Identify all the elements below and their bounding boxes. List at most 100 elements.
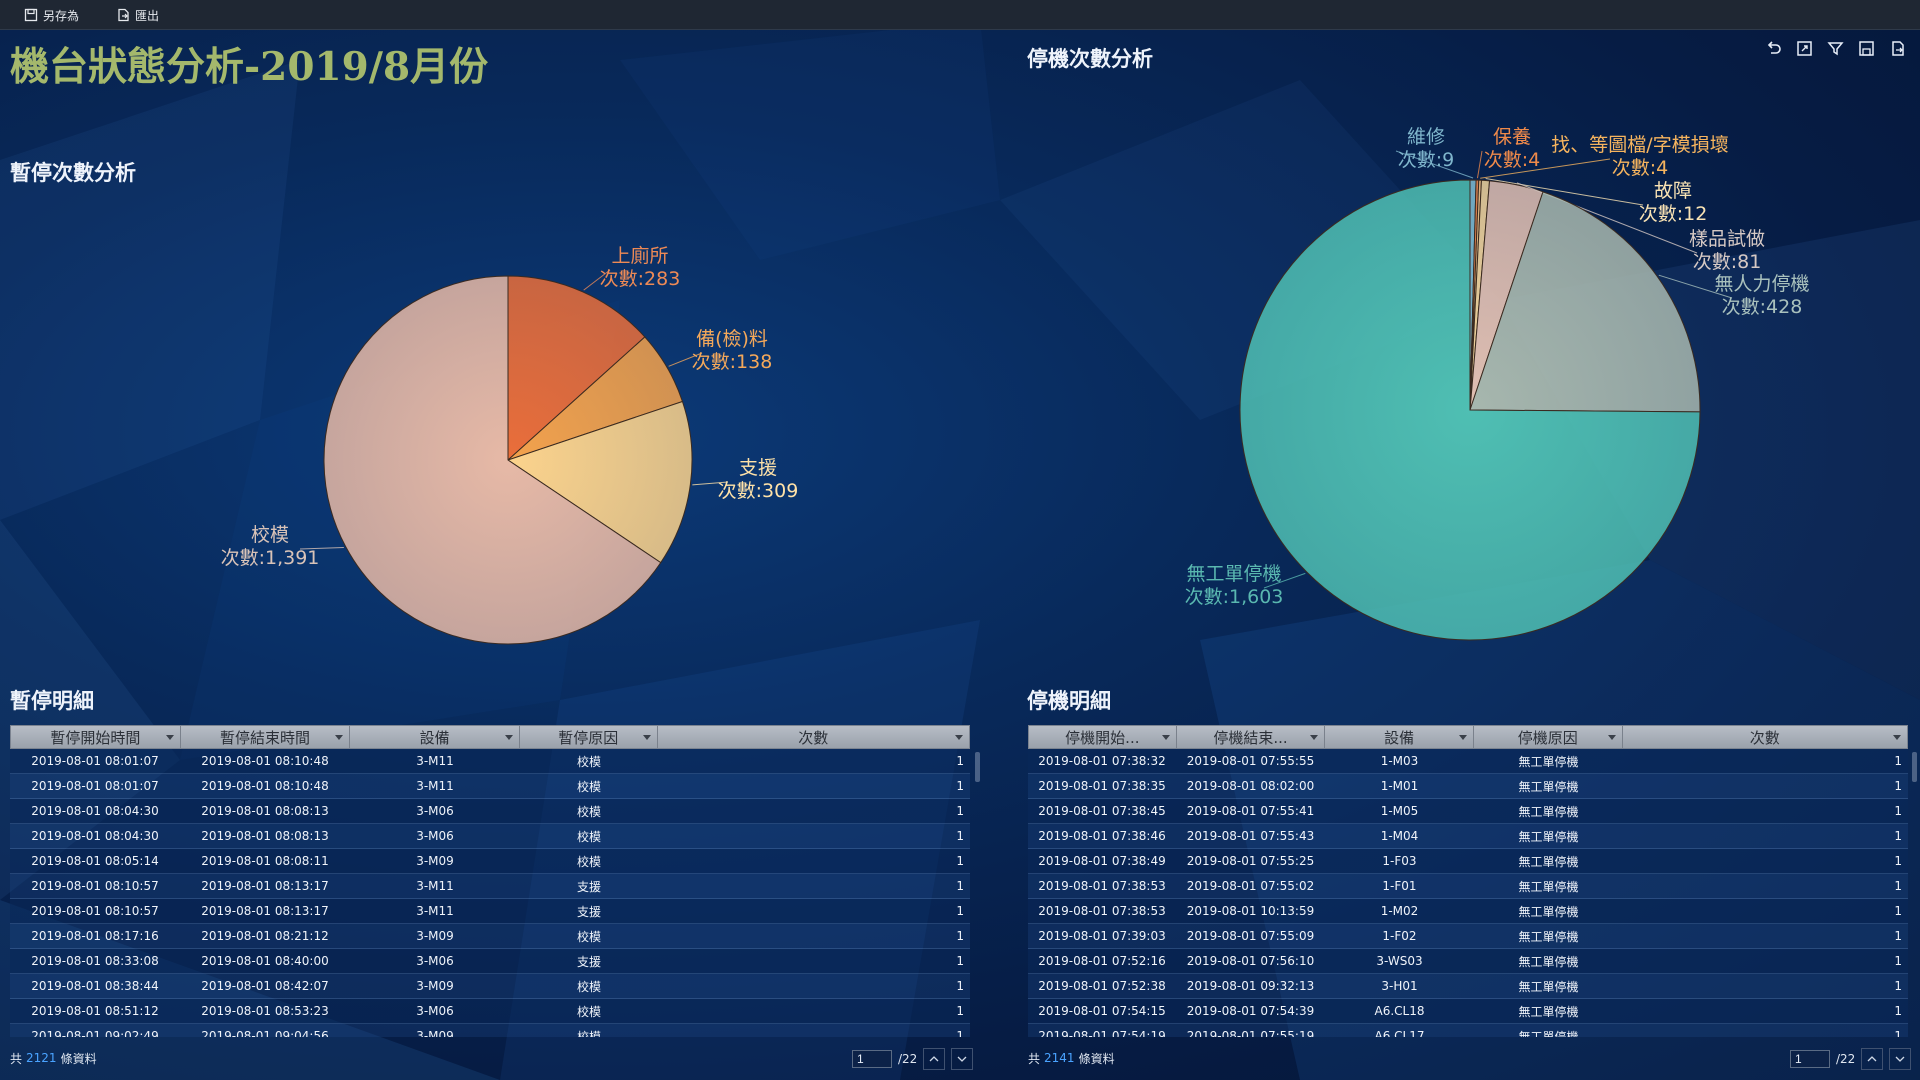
sort-dropdown-icon[interactable] xyxy=(165,735,174,740)
table-row[interactable]: 2019-08-01 07:38:46 2019-08-01 07:55:43 1-… xyxy=(1028,824,1908,849)
table-cell: 2019-08-01 07:55:43 xyxy=(1186,829,1315,843)
table-row[interactable]: 2019-08-01 08:01:07 2019-08-01 08:10:48 3-… xyxy=(10,749,970,774)
pie-value-label: 次數:1,391 xyxy=(221,547,320,569)
table-row[interactable]: 2019-08-01 07:54:19 2019-08-01 07:55:19 A6… xyxy=(1028,1024,1908,1037)
table-row[interactable]: 2019-08-01 08:05:14 2019-08-01 08:08:11 3-… xyxy=(10,849,970,874)
sort-dropdown-icon[interactable] xyxy=(504,735,513,740)
table-cell: 2019-08-01 08:01:07 xyxy=(31,779,159,793)
table-row[interactable]: 2019-08-01 07:39:03 2019-08-01 07:55:09 1-… xyxy=(1028,924,1908,949)
save-as-button[interactable]: 另存為 xyxy=(24,5,79,25)
column-header[interactable]: 次數 xyxy=(1623,726,1907,748)
table-header: 暫停開始時間 暫停結束時間 設備 暫停原因 次數 xyxy=(10,725,970,749)
pie-slice[interactable] xyxy=(1469,191,1701,413)
table-row[interactable]: 2019-08-01 08:33:08 2019-08-01 08:40:00 3-… xyxy=(10,949,970,974)
table-row[interactable]: 2019-08-01 08:01:07 2019-08-01 08:10:48 3-… xyxy=(10,774,970,799)
pie-slice[interactable] xyxy=(1239,179,1701,641)
table-cell: 1 xyxy=(1894,804,1902,818)
table-cell: 1 xyxy=(1894,879,1902,893)
export-icon[interactable] xyxy=(1889,40,1906,57)
table-row[interactable]: 2019-08-01 07:38:45 2019-08-01 07:55:41 1-… xyxy=(1028,799,1908,824)
sort-dropdown-icon[interactable] xyxy=(1458,735,1467,740)
column-header[interactable]: 停機開始... xyxy=(1029,726,1177,748)
sort-dropdown-icon[interactable] xyxy=(1310,735,1319,740)
stop-table-scrollbar[interactable] xyxy=(1912,752,1917,782)
table-row[interactable]: 2019-08-01 09:02:49 2019-08-01 09:04:56 3-… xyxy=(10,1024,970,1037)
pie-label: 上廁所 xyxy=(611,244,668,267)
column-header[interactable]: 次數 xyxy=(658,726,969,748)
sort-dropdown-icon[interactable] xyxy=(642,735,651,740)
column-header[interactable]: 停機結束... xyxy=(1177,726,1326,748)
table-cell: 2019-08-01 08:08:11 xyxy=(201,854,329,868)
table-row[interactable]: 2019-08-01 07:54:15 2019-08-01 07:54:39 A6… xyxy=(1028,999,1908,1024)
table-row[interactable]: 2019-08-01 08:51:12 2019-08-01 08:53:23 3-… xyxy=(10,999,970,1024)
table-row[interactable]: 2019-08-01 08:17:16 2019-08-01 08:21:12 3-… xyxy=(10,924,970,949)
page-input[interactable] xyxy=(1790,1050,1830,1068)
table-row[interactable]: 2019-08-01 08:04:30 2019-08-01 08:08:13 3-… xyxy=(10,799,970,824)
table-row[interactable]: 2019-08-01 07:52:16 2019-08-01 07:56:10 3-… xyxy=(1028,949,1908,974)
save-icon[interactable] xyxy=(1858,40,1875,57)
export-button[interactable]: 匯出 xyxy=(116,5,159,25)
column-header[interactable]: 設備 xyxy=(1325,726,1474,748)
column-header[interactable]: 設備 xyxy=(350,726,520,748)
table-cell: 3-H01 xyxy=(1381,979,1418,993)
table-cell: 2019-08-01 08:53:23 xyxy=(201,1004,329,1018)
table-cell: 2019-08-01 07:38:45 xyxy=(1038,804,1166,818)
column-header-label: 暫停結束時間 xyxy=(219,728,310,747)
table-cell: 2019-08-01 07:52:16 xyxy=(1038,954,1166,968)
page-down-button[interactable] xyxy=(1889,1048,1912,1070)
stop-detail-table: 停機開始... 停機結束... 設備 停機原因 次數 2019-08-01 07:38:… xyxy=(1028,725,1908,1037)
table-row[interactable]: 2019-08-01 08:10:57 2019-08-01 08:13:17 3-… xyxy=(10,899,970,924)
table-row[interactable]: 2019-08-01 07:38:35 2019-08-01 08:02:00 1-… xyxy=(1028,774,1908,799)
stop-table-footer: 共 2141 條資料 xyxy=(1028,1047,1115,1069)
pie-value-label: 次數:81 xyxy=(1693,251,1762,273)
table-row[interactable]: 2019-08-01 07:38:49 2019-08-01 07:55:25 1-… xyxy=(1028,849,1908,874)
pause-table-scrollbar[interactable] xyxy=(975,752,980,782)
column-header[interactable]: 暫停結束時間 xyxy=(181,726,351,748)
pie-slice[interactable] xyxy=(507,275,646,462)
column-header[interactable]: 暫停開始時間 xyxy=(11,726,181,748)
pie-value-label: 次數:12 xyxy=(1639,203,1708,225)
sort-dropdown-icon[interactable] xyxy=(954,735,963,740)
table-cell: 2019-08-01 07:55:55 xyxy=(1186,754,1315,768)
sort-dropdown-icon[interactable] xyxy=(1161,735,1170,740)
expand-icon[interactable] xyxy=(1796,40,1813,57)
page-input[interactable] xyxy=(852,1050,892,1068)
sort-dropdown-icon[interactable] xyxy=(1892,735,1901,740)
page-up-button[interactable] xyxy=(923,1048,946,1070)
table-row[interactable]: 2019-08-01 07:38:53 2019-08-01 07:55:02 1-… xyxy=(1028,874,1908,899)
table-cell: 2019-08-01 07:55:09 xyxy=(1186,929,1315,943)
table-cell: 2019-08-01 07:54:15 xyxy=(1038,1004,1166,1018)
pie-leader-line xyxy=(583,269,611,291)
table-cell: 1 xyxy=(1894,854,1902,868)
pie-leader-line xyxy=(1485,178,1644,206)
page-up-button[interactable] xyxy=(1861,1048,1884,1070)
pie-slice[interactable] xyxy=(506,400,693,564)
table-row[interactable]: 2019-08-01 07:38:32 2019-08-01 07:55:55 1-… xyxy=(1028,749,1908,774)
table-row[interactable]: 2019-08-01 08:04:30 2019-08-01 08:08:13 3-… xyxy=(10,824,970,849)
table-row[interactable]: 2019-08-01 08:10:57 2019-08-01 08:13:17 3-… xyxy=(10,874,970,899)
page-total: /22 xyxy=(1836,1052,1856,1066)
column-header[interactable]: 暫停原因 xyxy=(520,726,658,748)
pie-label: 樣品試做 xyxy=(1689,228,1765,250)
table-cell: 1 xyxy=(956,829,964,843)
table-cell: 2019-08-01 07:56:10 xyxy=(1186,954,1315,968)
undo-icon[interactable] xyxy=(1765,40,1782,57)
column-header[interactable]: 停機原因 xyxy=(1474,726,1623,748)
table-row[interactable]: 2019-08-01 08:38:44 2019-08-01 08:42:07 3-… xyxy=(10,974,970,999)
table-row[interactable]: 2019-08-01 07:52:38 2019-08-01 09:32:13 3-… xyxy=(1028,974,1908,999)
pie-leader-line xyxy=(1476,150,1483,179)
pie-value-label: 次數:1,603 xyxy=(1185,586,1284,608)
table-cell: 校模 xyxy=(576,979,601,994)
table-cell: 1 xyxy=(956,979,964,993)
sort-dropdown-icon[interactable] xyxy=(1607,735,1616,740)
table-cell: 2019-08-01 08:21:12 xyxy=(201,929,329,943)
pie-slice[interactable] xyxy=(323,275,662,645)
pie-value-label: 次數:9 xyxy=(1398,149,1455,171)
table-cell: 1 xyxy=(1894,1029,1902,1037)
sort-dropdown-icon[interactable] xyxy=(335,735,344,740)
table-cell: 無工單停機 xyxy=(1518,929,1579,944)
page-down-button[interactable] xyxy=(951,1048,974,1070)
filter-icon[interactable] xyxy=(1827,40,1844,57)
table-row[interactable]: 2019-08-01 07:38:53 2019-08-01 10:13:59 1-… xyxy=(1028,899,1908,924)
